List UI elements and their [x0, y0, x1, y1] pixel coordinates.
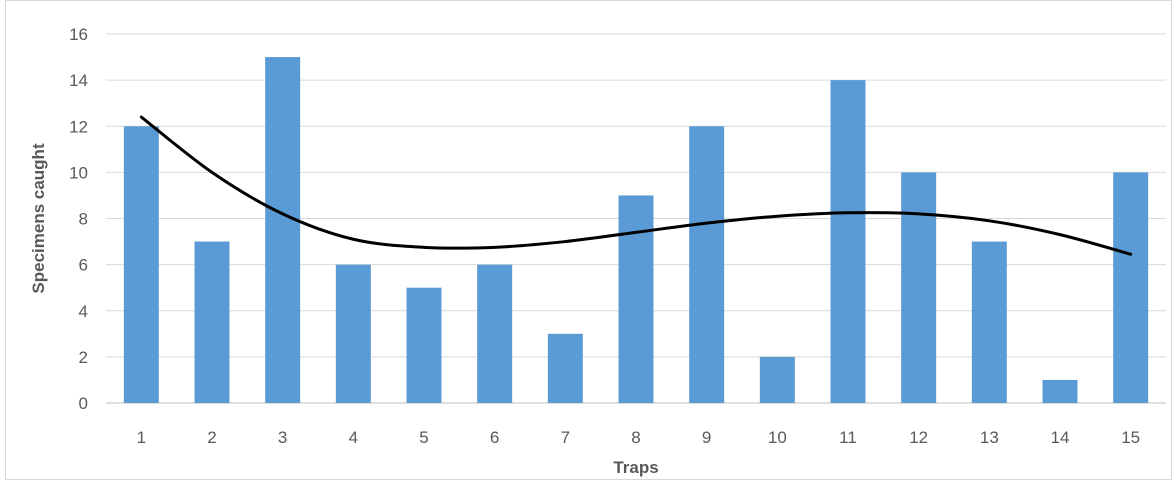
bar: [265, 57, 301, 403]
x-tick-label: 6: [490, 428, 499, 447]
y-tick-label: 6: [79, 256, 88, 275]
x-tick-label: 4: [349, 428, 358, 447]
y-tick-label: 14: [69, 71, 88, 90]
bar: [618, 195, 654, 403]
x-tick-label: 3: [278, 428, 287, 447]
x-axis-ticks: 1 2 3 4 5 6 7 8 9 10 11 12 13 14 15: [137, 428, 1141, 447]
y-tick-label: 10: [69, 163, 88, 182]
bar: [547, 333, 583, 403]
x-axis-title: Traps: [613, 458, 658, 477]
x-tick-label: 12: [909, 428, 928, 447]
x-tick-label: 2: [207, 428, 216, 447]
bar: [830, 80, 866, 403]
x-tick-label: 7: [561, 428, 570, 447]
x-tick-label: 9: [702, 428, 711, 447]
x-tick-label: 15: [1121, 428, 1140, 447]
chart-frame: 0 2 4 6 8 10 12 14 16 1 2 3 4 5 6 7 8 9 10 11 12 13 14 15 Spec…: [5, 0, 1172, 480]
bar: [971, 241, 1007, 403]
x-tick-label: 8: [631, 428, 640, 447]
y-axis-title: Specimens caught: [29, 143, 48, 294]
bar: [1042, 379, 1078, 403]
bar: [1113, 172, 1149, 403]
bar: [901, 172, 937, 403]
x-tick-label: 10: [768, 428, 787, 447]
bar: [759, 356, 795, 403]
trendline-layer: [139, 115, 1133, 256]
y-tick-label: 16: [69, 25, 88, 44]
bar: [335, 264, 371, 403]
y-tick-label: 4: [79, 302, 88, 321]
y-axis-ticks: 0 2 4 6 8 10 12 14 16: [69, 25, 88, 413]
bar: [477, 264, 513, 403]
bar: [406, 287, 442, 403]
bar: [123, 126, 159, 403]
x-tick-label: 14: [1051, 428, 1070, 447]
x-tick-label: 13: [980, 428, 999, 447]
y-tick-label: 8: [79, 210, 88, 229]
y-tick-label: 0: [79, 394, 88, 413]
y-tick-label: 2: [79, 348, 88, 367]
x-tick-label: 11: [839, 428, 857, 447]
trendline: [139, 115, 1133, 256]
x-tick-label: 5: [419, 428, 428, 447]
x-tick-label: 1: [137, 428, 146, 447]
bar: [689, 126, 725, 403]
bar: [194, 241, 230, 403]
y-tick-label: 12: [69, 117, 88, 136]
bars: [123, 57, 1149, 403]
